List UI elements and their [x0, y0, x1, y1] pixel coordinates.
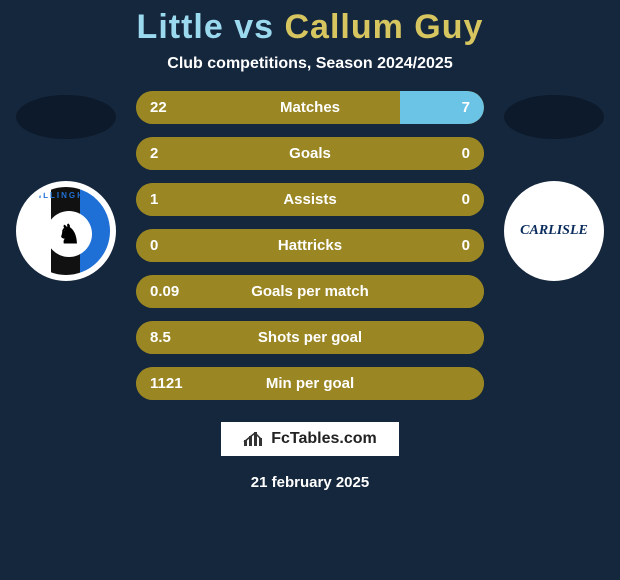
gillingham-arc-text: GILLINGHAM: [22, 191, 110, 200]
infographic-container: Little vs Callum Guy Club competitions, …: [0, 0, 620, 580]
stat-bar: 0 0 Hattricks: [136, 229, 484, 262]
bar-left-fill: [136, 91, 400, 124]
stat-label: Shots per goal: [258, 329, 362, 346]
bar-right-fill: [400, 91, 484, 124]
stat-bar: 8.5 Shots per goal: [136, 321, 484, 354]
stat-value-left: 2: [150, 145, 158, 162]
stat-value-right: 0: [462, 145, 470, 162]
brand-chart-icon: [243, 430, 265, 448]
main-row: GILLINGHAM ♞ 22 7 Matches 2 0 Goals 1 0 Assists 0…: [0, 91, 620, 400]
gillingham-horse-icon: ♞: [46, 211, 92, 257]
title-player2: Callum Guy: [285, 8, 484, 46]
stat-value-right: 7: [462, 99, 470, 116]
stat-bar: 1121 Min per goal: [136, 367, 484, 400]
stat-value-left: 8.5: [150, 329, 171, 346]
stats-bars: 22 7 Matches 2 0 Goals 1 0 Assists 0 0 Hattricks 0.0…: [136, 91, 484, 400]
stat-label: Min per goal: [266, 375, 354, 392]
stat-value-left: 0: [150, 237, 158, 254]
stat-label: Goals: [289, 145, 331, 162]
stat-value-right: 0: [462, 191, 470, 208]
brand-text: FcTables.com: [271, 430, 377, 448]
subtitle: Club competitions, Season 2024/2025: [167, 55, 452, 73]
stat-bar: 1 0 Assists: [136, 183, 484, 216]
stat-value-left: 22: [150, 99, 167, 116]
stat-bar: 0.09 Goals per match: [136, 275, 484, 308]
left-club-column: GILLINGHAM ♞: [6, 95, 126, 281]
player2-silhouette: [504, 95, 604, 139]
player1-silhouette: [16, 95, 116, 139]
club-logo-gillingham: GILLINGHAM ♞: [16, 181, 116, 281]
date-text: 21 february 2025: [251, 474, 369, 491]
brand-badge: FcTables.com: [221, 422, 399, 456]
stat-bar: 2 0 Goals: [136, 137, 484, 170]
stat-label: Assists: [283, 191, 336, 208]
stat-label: Matches: [280, 99, 340, 116]
stat-label: Hattricks: [278, 237, 342, 254]
stat-value-left: 1: [150, 191, 158, 208]
right-club-column: CARLISLE: [494, 95, 614, 281]
stat-value-right: 0: [462, 237, 470, 254]
stat-bar: 22 7 Matches: [136, 91, 484, 124]
club-logo-carlisle: CARLISLE: [504, 181, 604, 281]
page-title: Little vs Callum Guy: [137, 8, 484, 47]
title-vs: vs: [234, 8, 274, 46]
stat-value-left: 0.09: [150, 283, 179, 300]
title-player1: Little: [137, 8, 224, 46]
stat-label: Goals per match: [251, 283, 369, 300]
stat-value-left: 1121: [150, 375, 183, 392]
